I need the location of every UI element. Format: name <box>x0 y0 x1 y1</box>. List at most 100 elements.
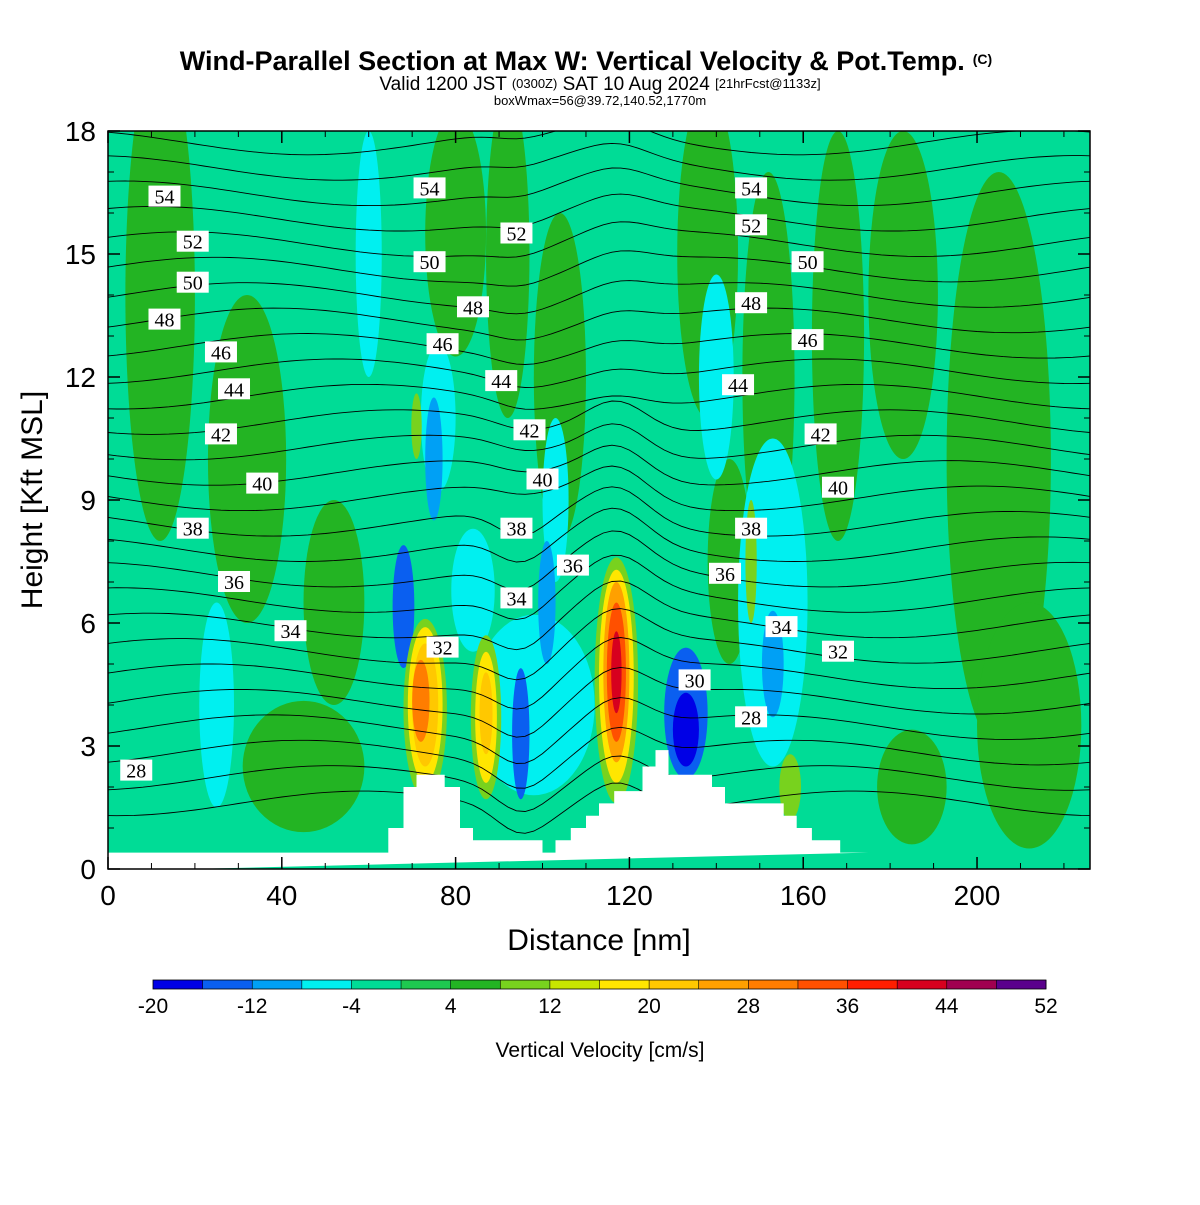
svg-text:34: 34 <box>506 588 526 610</box>
isentrope-lines <box>108 131 1090 834</box>
colorbar-tick-label: 12 <box>538 995 561 1018</box>
theta-label-42-30: 42 <box>804 423 837 446</box>
w-field-cell-25 <box>512 668 530 800</box>
colorbar-swatch <box>153 980 204 989</box>
theta-label-44-5: 44 <box>218 378 251 401</box>
colorbar-swatch <box>797 980 849 989</box>
w-field-cell-18 <box>451 528 495 652</box>
x-axis-label: Distance [nm] <box>507 924 690 957</box>
w-field-cell-0 <box>125 131 195 541</box>
svg-text:50: 50 <box>420 252 440 274</box>
svg-text:32: 32 <box>433 638 453 660</box>
svg-text:54: 54 <box>420 178 440 200</box>
theta-label-40-7: 40 <box>246 472 279 496</box>
y-axis-label: Height [Kft MSL] <box>16 391 49 609</box>
svg-text:46: 46 <box>433 334 453 356</box>
isentrope-47 <box>108 307 1090 341</box>
chart-subtitle: boxWmax=56@39.72,140.52,1770m <box>494 93 706 108</box>
theta-label-48-27: 48 <box>735 292 768 315</box>
svg-text:36: 36 <box>563 556 583 578</box>
colorbar-swatch <box>698 980 749 989</box>
colorbar-swatch <box>202 980 253 989</box>
y-tick-label: 3 <box>80 731 96 762</box>
isentrope-35 <box>108 580 1090 651</box>
isentrope-45 <box>108 358 1090 388</box>
w-field-cell-34 <box>412 659 430 742</box>
w-field-cell-27 <box>672 692 699 767</box>
chart-valid-line: Valid 1200 JST (0300Z) SAT 10 Aug 2024 [… <box>379 72 820 95</box>
isentrope-36 <box>108 554 1090 621</box>
w-field-cell-37 <box>479 672 493 755</box>
w-field-cell-15 <box>199 602 235 808</box>
w-field-cell-42 <box>611 631 622 714</box>
theta-label-48-15: 48 <box>456 296 489 319</box>
svg-text:54: 54 <box>154 187 174 209</box>
colorbar-tick-label: 36 <box>836 995 859 1018</box>
svg-text:38: 38 <box>741 519 761 541</box>
colorbar-swatch <box>549 980 600 989</box>
svg-text:42: 42 <box>811 424 831 446</box>
theta-label-36-21: 36 <box>556 554 589 578</box>
x-axis: 0 40 80 120 160 200 <box>100 131 1065 911</box>
w-field-cell-5 <box>486 131 530 418</box>
isentrope-29 <box>108 755 1090 812</box>
theta-label-52-25: 52 <box>735 214 768 237</box>
isentrope-38 <box>108 507 1090 563</box>
isentrope-labels: 54 52 50 48 46 44 42 40 38 36 34 28 54 52 50 48 46 44 42 40… <box>120 177 854 783</box>
svg-text:34: 34 <box>280 621 300 643</box>
svg-text:50: 50 <box>183 273 203 295</box>
theta-label-46-4: 46 <box>204 341 237 364</box>
isentrope-40 <box>108 465 1090 512</box>
y-tick-label: 6 <box>80 608 96 639</box>
colorbar-tick-label: 28 <box>737 995 760 1018</box>
isentrope-46 <box>108 333 1090 365</box>
theta-label-28-11: 28 <box>120 759 153 783</box>
colorbar-tick-label: 44 <box>935 995 959 1018</box>
svg-text:30: 30 <box>685 670 705 692</box>
colorbar-swatch <box>301 980 352 989</box>
svg-text:52: 52 <box>741 215 761 237</box>
svg-text:28: 28 <box>741 707 761 729</box>
colorbar-swatch <box>748 980 799 989</box>
y-tick-label: 12 <box>65 362 96 393</box>
svg-text:42: 42 <box>211 424 231 446</box>
theta-label-34-10: 34 <box>274 620 307 643</box>
theta-label-40-31: 40 <box>821 476 854 500</box>
isentrope-43 <box>108 400 1090 435</box>
theta-label-48-3: 48 <box>148 308 181 332</box>
theta-label-54-24: 54 <box>735 177 768 200</box>
isentrope-30 <box>108 726 1090 789</box>
theta-label-32-23: 32 <box>426 636 459 660</box>
x-tick-label: 160 <box>780 880 827 911</box>
x-tick-label: 80 <box>440 880 471 911</box>
theta-label-36-33: 36 <box>709 562 742 586</box>
w-field-cell-14 <box>877 729 947 845</box>
theta-label-30-36: 30 <box>678 669 711 692</box>
svg-text:28: 28 <box>126 761 146 783</box>
x-tick-label: 200 <box>954 880 1001 911</box>
svg-text:52: 52 <box>183 232 203 254</box>
isentrope-28 <box>108 782 1090 834</box>
svg-text:36: 36 <box>715 564 735 586</box>
w-field-cell-16 <box>355 131 382 377</box>
theta-label-54-0: 54 <box>148 185 181 209</box>
colorbar-tick-label: -4 <box>342 995 361 1018</box>
terrain-mask <box>108 750 869 869</box>
w-field-cell-30 <box>411 393 422 460</box>
isentrope-54 <box>108 131 1090 156</box>
svg-text:36: 36 <box>224 572 244 594</box>
y-tick-label: 15 <box>65 239 96 270</box>
colorbar-swatch <box>996 980 1047 989</box>
isentrope-44 <box>108 383 1090 410</box>
theta-label-40-19: 40 <box>526 468 559 492</box>
colorbar-swatch <box>946 980 997 989</box>
colorbar-swatch <box>897 980 948 989</box>
x-tick-label: 120 <box>606 880 653 911</box>
svg-text:46: 46 <box>798 330 818 352</box>
isentrope-39 <box>108 486 1090 537</box>
w-field-cell-4 <box>425 131 487 357</box>
theta-label-42-6: 42 <box>204 423 237 446</box>
isentrope-53 <box>108 142 1090 181</box>
w-field-cell-2 <box>303 500 365 705</box>
